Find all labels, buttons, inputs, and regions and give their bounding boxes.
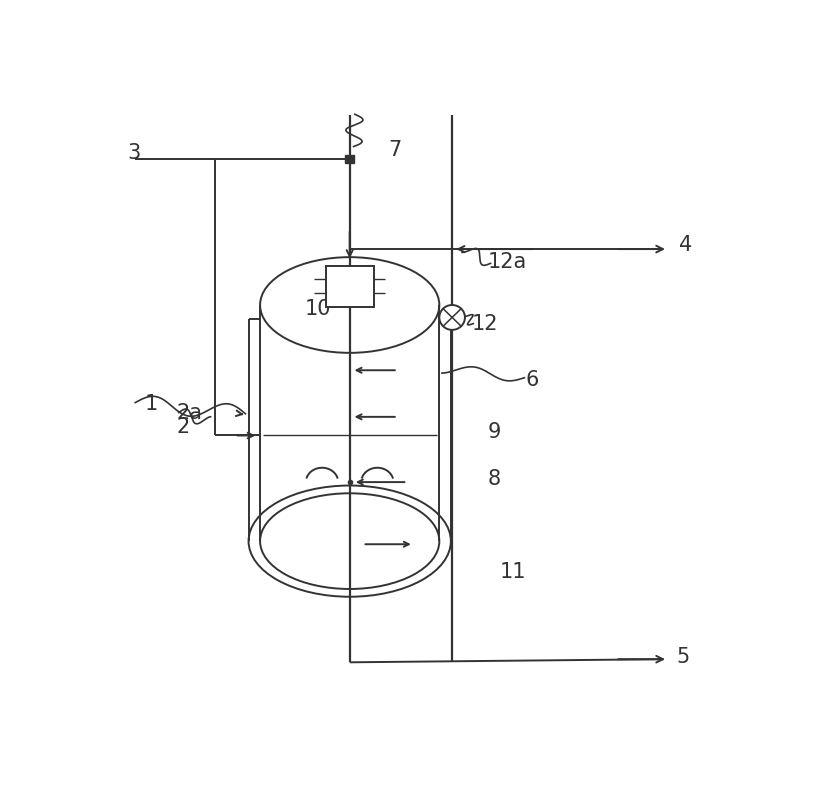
Circle shape [439, 305, 465, 330]
Text: 2: 2 [177, 417, 190, 437]
Bar [325, 266, 373, 307]
Text: 9: 9 [487, 422, 501, 442]
Bar [345, 155, 354, 163]
Text: 12a: 12a [487, 252, 527, 271]
Text: 1: 1 [145, 395, 158, 415]
Text: 2a: 2a [177, 403, 203, 423]
Text: 8: 8 [487, 469, 501, 489]
Text: 12: 12 [472, 314, 498, 333]
Text: 7: 7 [388, 140, 401, 160]
Text: 5: 5 [676, 647, 690, 667]
Text: 11: 11 [501, 562, 527, 582]
Text: 10: 10 [305, 299, 331, 320]
Text: 3: 3 [127, 143, 140, 163]
Text: 4: 4 [679, 235, 693, 255]
Text: 6: 6 [526, 370, 539, 390]
